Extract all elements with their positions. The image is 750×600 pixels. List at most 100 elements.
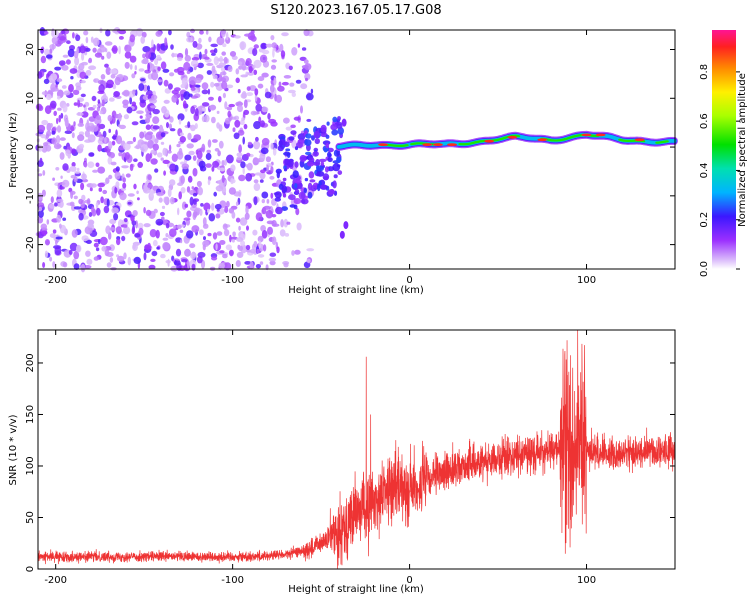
spectrogram-cell (73, 102, 78, 106)
spectrogram-cell (277, 145, 284, 152)
spectrogram-cell (343, 221, 349, 230)
spectrogram-cell (60, 175, 63, 179)
spectrogram-cell (163, 99, 170, 104)
spectrogram-cell (165, 233, 169, 238)
spectrogram-cell (102, 189, 108, 195)
spectrogram-cell (45, 133, 50, 140)
spectrogram-cell (287, 89, 296, 94)
spectrogram-cell (78, 143, 85, 149)
spectrogram-cell (147, 139, 154, 149)
spectrogram-cell (316, 170, 325, 177)
spectrogram-cell (250, 30, 255, 34)
spectrogram-cell (188, 76, 197, 85)
spectrogram-cell (127, 256, 131, 266)
spectrogram-cell (189, 196, 194, 206)
spectrogram-cell (303, 59, 309, 64)
spectrogram-cell (311, 135, 315, 141)
spectrogram-cell (145, 124, 151, 130)
spectrogram-cell (59, 186, 65, 190)
spectrogram-cell (186, 260, 190, 269)
spectrogram-cell (167, 83, 173, 90)
spectrogram-cell (81, 194, 86, 201)
spectrogram-cell (126, 140, 134, 145)
spectrogram-cell (154, 168, 159, 173)
spectrogram-cell (208, 96, 214, 101)
spectrogram-cell (246, 225, 249, 231)
spectrogram-cell (71, 132, 75, 139)
spectrogram-cell (239, 41, 247, 50)
spectrogram-cell (92, 169, 99, 173)
spectrogram-cell (73, 195, 78, 200)
spectrogram-cell (118, 45, 121, 55)
spectrogram-cell (159, 211, 165, 217)
spectrogram-cell (110, 161, 117, 166)
spectrogram-cell (210, 81, 215, 88)
spectrogram-cell (206, 70, 212, 75)
spectrogram-cell (123, 252, 127, 260)
spectrogram-cell (303, 187, 307, 194)
spectrogram-cell (54, 246, 62, 256)
spectrogram-cell (38, 206, 43, 212)
spectrogram-cell (249, 249, 256, 254)
spectrogram-cell (270, 166, 274, 174)
spectrogram-cell (238, 245, 244, 252)
spectrogram-cell (87, 134, 96, 143)
spectrogram-cell (281, 185, 288, 194)
spectrogram-cell (111, 45, 118, 54)
spectrogram-cell (169, 228, 177, 237)
spectrogram-cell (244, 33, 251, 37)
spectrogram-cell (337, 116, 341, 121)
spectrogram-ylabel: Frequency (Hz) (8, 112, 19, 188)
spectrogram-cell (99, 110, 103, 115)
spectrogram-cell (145, 113, 150, 118)
spectrogram-cell (204, 48, 208, 55)
spectrogram-cell (152, 116, 160, 124)
spectrogram-cell (226, 106, 233, 111)
spectrogram-cell (191, 263, 196, 271)
spectrogram-cell (63, 145, 67, 150)
spectrogram-cell (114, 76, 121, 86)
spectrogram-cell (333, 174, 338, 179)
spectrogram-cell (313, 131, 320, 139)
spectrogram-cell (95, 202, 99, 208)
spectrogram-cell (309, 179, 316, 183)
spectrogram-cell (81, 52, 85, 61)
spectrogram-cell (149, 229, 157, 238)
spectrogram-cell (319, 184, 327, 190)
spectrogram-cell (145, 209, 152, 216)
spectrogram-cell (68, 249, 73, 255)
snr-panel: -200 -100 0 100 0 50 100 150 200 Height of strai… (8, 329, 676, 595)
spectrogram-cell (132, 136, 136, 143)
spectrogram-cell (179, 229, 184, 233)
spectrogram-cell (86, 125, 93, 132)
spectrogram-cell (292, 170, 299, 179)
spectrogram-cell (88, 152, 95, 157)
spectrogram-cell (274, 197, 281, 202)
spectrogram-cell (123, 224, 128, 228)
spectrogram-cell (213, 82, 220, 87)
spectrogram-cell (193, 209, 198, 218)
spectrogram-cell (186, 70, 191, 75)
spectrogram-cell (289, 82, 295, 87)
y-tick-label: 100 (25, 456, 36, 475)
spectrogram-cell (156, 192, 165, 197)
spectrogram-cell (141, 31, 147, 38)
spectrogram-cell (60, 112, 64, 119)
spectrogram-cell (331, 129, 339, 136)
spectrogram-cell (152, 108, 160, 115)
spectrogram-cell (236, 156, 242, 161)
spectrogram-cell (115, 129, 118, 137)
spectrogram-cell (304, 63, 312, 71)
spectrogram-cell (131, 73, 136, 79)
spectrogram-cell (74, 170, 81, 174)
spectrogram-cell (51, 36, 59, 45)
spectrogram-cell (288, 194, 296, 201)
colorbar-tick-label: 0.2 (699, 212, 710, 228)
spectrogram-cell (221, 175, 225, 183)
spectrogram-cell (125, 173, 131, 178)
spectrogram-cell (180, 93, 184, 101)
spectrogram-cell (42, 170, 46, 176)
spectrogram-cell (336, 149, 341, 156)
colorbar-tick-label: 0.8 (699, 64, 710, 80)
spectrogram-cell (287, 159, 294, 168)
